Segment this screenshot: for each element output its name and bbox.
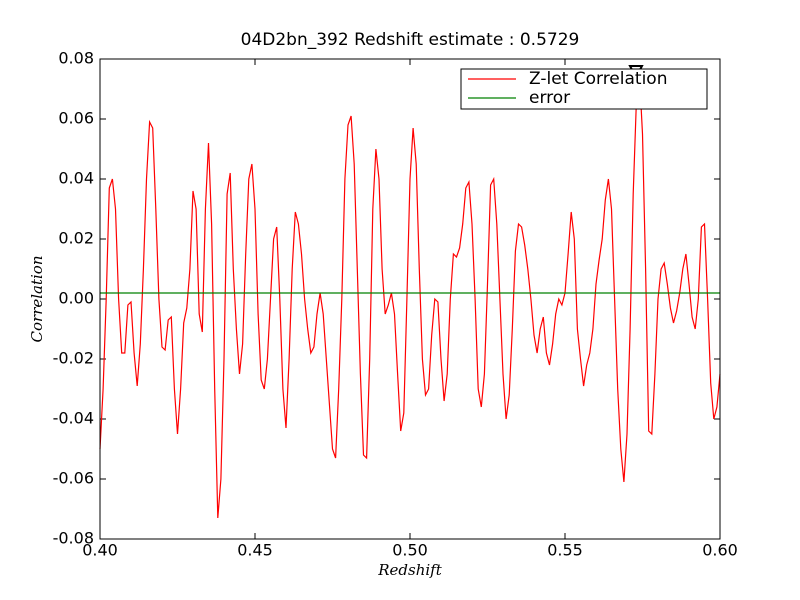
- y-tick-label: -0.02: [53, 349, 94, 368]
- x-tick-label: 0.40: [82, 541, 118, 560]
- y-tick-label: -0.08: [53, 529, 94, 548]
- x-tick-label: 0.55: [547, 541, 583, 560]
- x-tick-label: 0.60: [702, 541, 738, 560]
- x-axis-label: Redshift: [377, 561, 442, 579]
- y-tick-label: 0.02: [58, 229, 94, 248]
- y-tick-label: 0.00: [58, 289, 94, 308]
- y-tick-label: -0.06: [53, 469, 94, 488]
- y-tick-label: -0.04: [53, 409, 94, 428]
- plot-frame: [99, 58, 721, 540]
- legend-label: error: [529, 88, 570, 108]
- legend-label: Z-let Correlation: [529, 69, 667, 89]
- chart-title: 04D2bn_392 Redshift estimate : 0.5729: [241, 30, 580, 50]
- x-tick-label: 0.45: [237, 541, 273, 560]
- y-tick-label: 0.08: [58, 49, 94, 68]
- x-tick-label: 0.50: [392, 541, 428, 560]
- legend-box: [460, 68, 708, 110]
- y-tick-label: 0.06: [58, 109, 94, 128]
- series-line: [99, 73, 721, 519]
- y-tick-label: 0.04: [58, 169, 94, 188]
- y-axis-label: Correlation: [28, 256, 46, 343]
